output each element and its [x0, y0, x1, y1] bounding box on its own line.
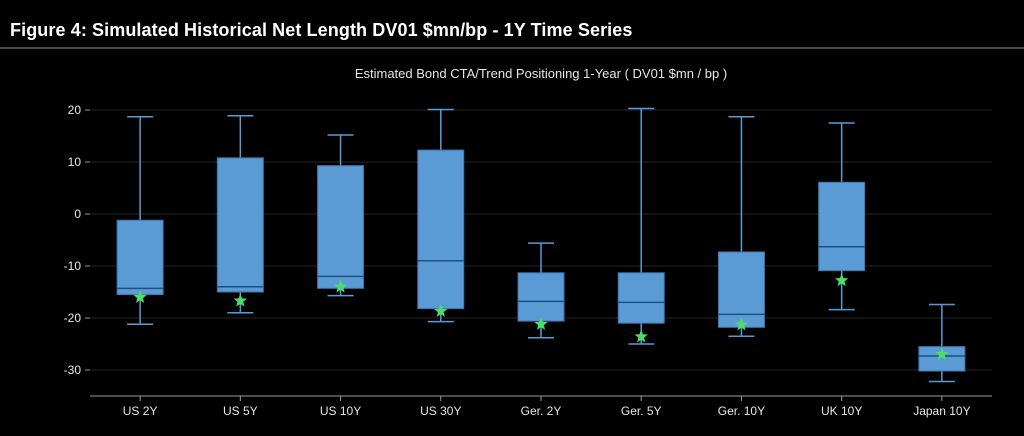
box-group — [517, 242, 565, 339]
current-marker-star — [634, 329, 648, 343]
figure-title: Figure 4: Simulated Historical Net Lengt… — [10, 20, 633, 40]
current-marker-star — [233, 293, 247, 307]
box-group — [317, 134, 365, 297]
current-marker-star — [534, 317, 548, 330]
box — [417, 149, 465, 310]
current-marker-star — [133, 290, 147, 303]
y-tick-label: 0 — [74, 207, 81, 221]
x-tick-label: US 2Y — [123, 404, 158, 418]
x-tick-label: UK 10Y — [821, 404, 862, 418]
x-tick-label: Ger. 5Y — [621, 404, 662, 418]
x-tick-label: US 30Y — [420, 404, 461, 418]
y-tick-label: -20 — [64, 311, 82, 325]
box-group — [216, 114, 264, 314]
current-marker-star — [434, 304, 448, 317]
box — [216, 157, 264, 293]
x-tick-label: US 5Y — [223, 404, 258, 418]
current-marker-star — [333, 279, 348, 293]
box-group — [116, 116, 164, 325]
x-tick-label: US 10Y — [320, 404, 361, 418]
box-group — [617, 107, 665, 345]
title-divider — [0, 47, 1024, 49]
x-tick-label: Japan 10Y — [913, 404, 970, 418]
y-axis: 20 10 0 -10 -20 -30 — [64, 103, 90, 377]
chart-title: Estimated Bond CTA/Trend Positioning 1-Y… — [355, 66, 727, 81]
y-tick-label: 10 — [68, 155, 82, 169]
box-group — [918, 303, 966, 383]
x-tick-label: Ger. 2Y — [521, 404, 562, 418]
current-marker-star — [935, 347, 949, 361]
box — [116, 219, 164, 296]
y-tick-label: -30 — [64, 363, 82, 377]
x-axis: US 2Y US 5Y US 10Y US 30Y Ger. 2Y Ger. 5Y Ger.… — [90, 395, 992, 418]
box — [317, 165, 365, 289]
boxes — [116, 107, 966, 383]
current-marker-star — [734, 317, 749, 331]
y-tick-label: -10 — [64, 259, 82, 273]
box — [617, 272, 665, 324]
y-tick-label: 20 — [68, 103, 82, 117]
box-group — [717, 116, 765, 337]
box-group — [417, 108, 465, 323]
x-tick-label: Ger. 10Y — [718, 404, 765, 418]
box — [818, 181, 866, 272]
box-group — [818, 122, 866, 311]
box — [717, 251, 765, 328]
box — [517, 272, 565, 322]
current-marker-star — [835, 273, 849, 287]
